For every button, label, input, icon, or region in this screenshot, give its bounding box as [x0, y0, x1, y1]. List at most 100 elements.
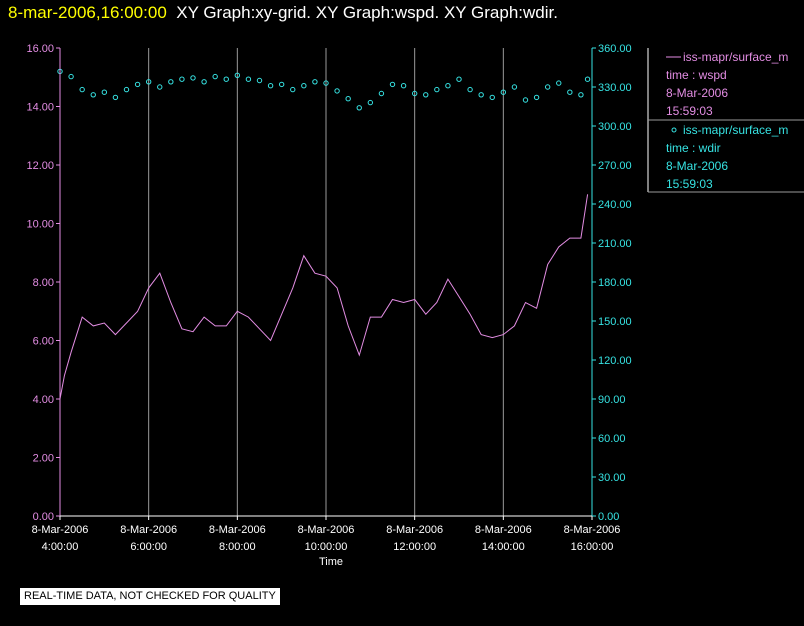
series-wdir-point	[112, 94, 119, 101]
tick-labels: 0.00 2.00 4.00 6.00 8.00 10.00 12.00 14.00 16.00…	[26, 43, 631, 553]
series-wdir-point	[578, 92, 584, 98]
x-tick-time: 14:00:00	[482, 541, 525, 553]
x-tick-time: 12:00:00	[393, 541, 436, 553]
y-right-tick-label: 300.00	[598, 121, 632, 133]
x-tick-date: 8-Mar-2006	[209, 524, 266, 536]
series-wdir-point	[389, 81, 396, 88]
y-right-tick-label: 210.00	[598, 238, 632, 250]
x-tick-date: 8-Mar-2006	[564, 524, 621, 536]
series-wdir-point	[522, 97, 529, 103]
series-wdir-point	[223, 76, 229, 82]
series-wdir-point	[212, 73, 218, 80]
y-right-tick-label: 360.00	[598, 43, 632, 55]
series-wdir-point	[68, 73, 74, 80]
y-left-tick-label: 6.00	[33, 336, 54, 348]
series-wdir-point	[533, 94, 540, 101]
x-tick-time: 10:00:00	[305, 541, 348, 553]
series-wdir-point	[511, 84, 518, 90]
y-right-tick-label: 60.00	[598, 433, 626, 445]
series-wdir-point	[411, 90, 418, 97]
y-left-tick-label: 12.00	[26, 160, 54, 172]
legend-wdir-time: 15:59:03	[666, 177, 713, 191]
series-wdir-point	[256, 77, 263, 84]
legend-circle-marker	[671, 127, 677, 133]
legend-wspd-name: iss-mapr/surface_m	[683, 50, 788, 64]
y-right-tick-label: 270.00	[598, 160, 632, 172]
series-wdir-point	[500, 89, 507, 95]
x-tick-date: 8-Mar-2006	[32, 524, 89, 536]
y-left-tick-label: 14.00	[26, 102, 54, 114]
series-wdir-point	[101, 89, 108, 95]
x-tick-date: 8-Mar-2006	[475, 524, 532, 536]
x-tick-time: 16:00:00	[571, 541, 614, 553]
y-left-tick-label: 16.00	[26, 43, 54, 55]
legend-wdir-date: 8-Mar-2006	[666, 159, 728, 173]
legend-wspd-field: time : wspd	[666, 68, 727, 82]
x-axis-title: Time	[319, 556, 343, 568]
legend: iss-mapr/surface_m time : wspd 8-Mar-200…	[647, 48, 804, 193]
quality-note: REAL-TIME DATA, NOT CHECKED FOR QUALITY	[20, 588, 280, 605]
series-wdir-point	[123, 86, 130, 93]
series-wdir-point	[179, 76, 185, 82]
y-right-tick-label: 150.00	[598, 316, 632, 328]
x-tick-time: 4:00:00	[42, 541, 79, 553]
legend-wspd-date: 8-Mar-2006	[666, 86, 728, 100]
series-wdir-point	[544, 84, 551, 90]
series-wdir-point	[456, 76, 462, 82]
series-wdir-point	[489, 94, 495, 101]
series-wdir-point	[378, 90, 385, 97]
series-wdir-point	[168, 79, 174, 85]
y-right-tick-label: 30.00	[598, 472, 626, 484]
y-left-tick-label: 0.00	[33, 511, 54, 523]
y-left-tick-label: 2.00	[33, 453, 54, 465]
y-left-tick-label: 4.00	[33, 394, 54, 406]
y-right-tick-label: 330.00	[598, 82, 632, 94]
series-wspd-line	[59, 194, 589, 400]
series-wdir-point	[478, 92, 484, 98]
series-wdir-point	[434, 86, 440, 93]
title-bar: 8-mar-2006,16:00:00 XY Graph:xy-grid. XY…	[8, 2, 558, 24]
series-wdir-point	[400, 83, 407, 89]
y-left-tick-label: 8.00	[33, 277, 54, 289]
series-wdir-point	[290, 86, 296, 93]
series-wdir-point	[234, 72, 241, 79]
series-wdir-point	[301, 83, 307, 89]
series-wdir-point	[145, 79, 152, 85]
x-tick-time: 6:00:00	[130, 541, 167, 553]
series-wdir-point	[445, 83, 451, 89]
series-wdir-point	[323, 80, 329, 86]
title-timestamp: 8-mar-2006,16:00:00	[8, 3, 167, 22]
series-wdir-point	[245, 76, 252, 82]
series-wdir-point	[267, 83, 274, 89]
series-wdir-point	[190, 75, 196, 81]
legend-wdir-name: iss-mapr/surface_m	[683, 123, 788, 137]
series-wdir-point	[367, 99, 374, 106]
x-tick-time: 8:00:00	[219, 541, 256, 553]
series-wdir-point	[90, 92, 96, 98]
series-wdir-point	[278, 81, 285, 88]
series-wdir-point	[201, 79, 207, 85]
series-wdir-point	[356, 105, 362, 111]
series-wdir-point	[556, 80, 562, 86]
y-right-tick-label: 180.00	[598, 277, 632, 289]
y-right-tick-label: 0.00	[598, 511, 619, 523]
series-wdir-point	[567, 89, 573, 95]
series-wdir-point	[157, 84, 163, 90]
y-right-tick-label: 120.00	[598, 355, 632, 367]
legend-wdir-field: time : wdir	[666, 141, 721, 155]
series-wdir-point	[134, 81, 141, 88]
grid-lines	[148, 48, 504, 516]
series-wdir-point	[79, 86, 85, 93]
series-layer	[57, 68, 591, 400]
legend-wspd-time: 15:59:03	[666, 104, 713, 118]
series-wdir-point	[584, 76, 591, 82]
x-tick-date: 8-Mar-2006	[298, 524, 355, 536]
series-wdir-point	[334, 88, 340, 94]
x-tick-date: 8-Mar-2006	[120, 524, 177, 536]
y-right-tick-label: 90.00	[598, 394, 626, 406]
y-right-tick-label: 240.00	[598, 199, 632, 211]
y-left-tick-label: 10.00	[26, 219, 54, 231]
axes	[56, 47, 596, 520]
series-wdir-point	[423, 92, 429, 98]
